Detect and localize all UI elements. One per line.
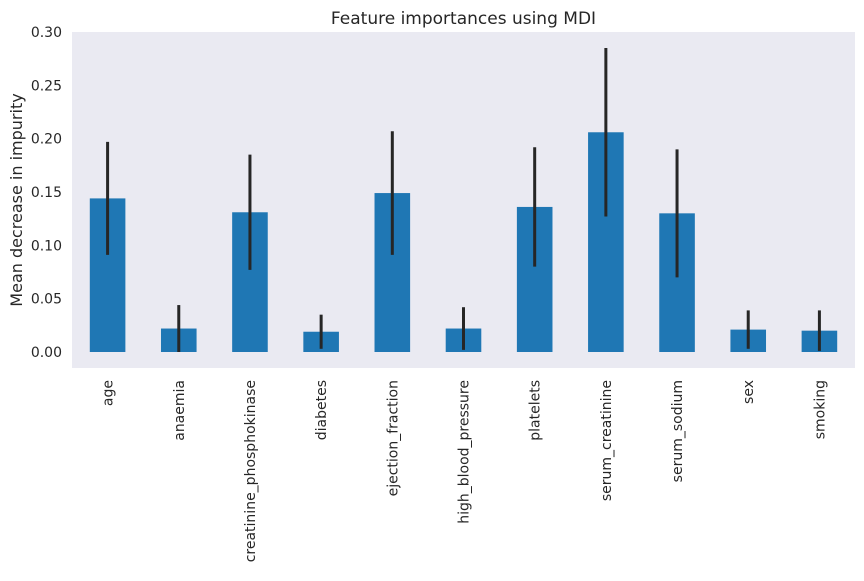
y-tick-label: 0.30 xyxy=(31,25,62,41)
x-tick-label: serum_creatinine xyxy=(599,380,615,501)
x-tick-label: age xyxy=(101,380,117,406)
y-axis-label: Mean decrease in impurity xyxy=(7,93,26,306)
x-tick-label: diabetes xyxy=(314,380,330,440)
y-tick-label: 0.00 xyxy=(31,345,62,361)
y-tick-label: 0.10 xyxy=(31,238,62,254)
y-tick-label: 0.25 xyxy=(31,78,62,94)
x-tick-label: creatinine_phosphokinase xyxy=(243,380,259,562)
x-tick-label: smoking xyxy=(812,380,828,439)
x-tick-label: platelets xyxy=(528,380,544,441)
y-axis: 0.00 0.05 0.10 0.15 0.20 0.25 0.30 xyxy=(31,25,62,361)
x-axis: age anaemia creatinine_phosphokinase diabet… xyxy=(101,380,829,562)
y-tick-label: 0.15 xyxy=(31,185,62,201)
x-tick-label: high_blood_pressure xyxy=(457,380,473,524)
x-tick-label: ejection_fraction xyxy=(385,380,401,496)
x-tick-label: sex xyxy=(741,380,757,404)
y-tick-label: 0.20 xyxy=(31,132,62,148)
x-tick-label: serum_sodium xyxy=(670,380,686,482)
y-tick-label: 0.05 xyxy=(31,292,62,308)
chart-title: Feature importances using MDI xyxy=(331,9,596,29)
errorbars-layer xyxy=(106,48,821,352)
x-tick-label: anaemia xyxy=(172,380,188,441)
